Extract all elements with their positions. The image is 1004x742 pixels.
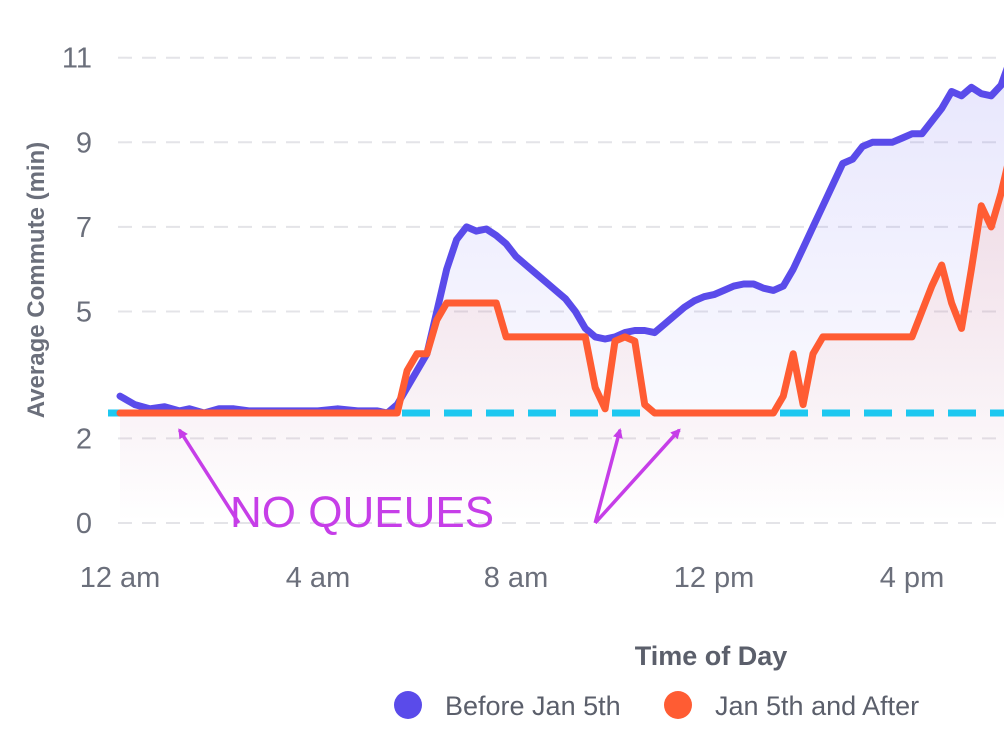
annotation-arrow <box>593 428 681 525</box>
x-tick-label: 8 am <box>484 562 548 594</box>
y-tick-label: 0 <box>76 508 92 540</box>
x-tick-label: 4 am <box>286 562 350 594</box>
annotation-arrows <box>177 428 681 525</box>
x-tick-label: 4 pm <box>880 562 944 594</box>
legend-marker-jan-5th-and-after <box>664 691 692 719</box>
annotation-arrow <box>177 428 241 524</box>
x-axis-label: Time of Day <box>635 641 788 671</box>
x-axis-ticks: 12 am 4 am 8 am 12 pm 4 pm <box>80 562 945 594</box>
y-tick-label: 2 <box>76 423 92 455</box>
y-tick-label: 11 <box>62 43 92 75</box>
series-line-before-jan-5th <box>116 66 1004 417</box>
series-line-jan-5th-and-after <box>116 165 1004 417</box>
legend-marker-before-jan-5th <box>394 691 422 719</box>
legend: Before Jan 5th Jan 5th and After <box>394 691 919 721</box>
x-tick-label: 12 am <box>80 562 161 594</box>
x-tick-label: 12 pm <box>674 562 755 594</box>
y-axis-ticks: 0 2 5 7 9 11 <box>62 43 92 540</box>
no-queues-annotation: NO QUEUES <box>230 488 494 537</box>
y-tick-label: 7 <box>76 212 92 244</box>
annotation-arrow <box>593 428 623 524</box>
y-axis-label: Average Commute (min) <box>23 142 50 419</box>
y-tick-label: 5 <box>76 297 92 329</box>
legend-label-before-jan-5th: Before Jan 5th <box>445 691 621 721</box>
legend-label-jan-5th-and-after: Jan 5th and After <box>715 691 919 721</box>
y-tick-label: 9 <box>76 127 92 159</box>
series-area-jan-5th-and-after <box>120 180 1004 523</box>
